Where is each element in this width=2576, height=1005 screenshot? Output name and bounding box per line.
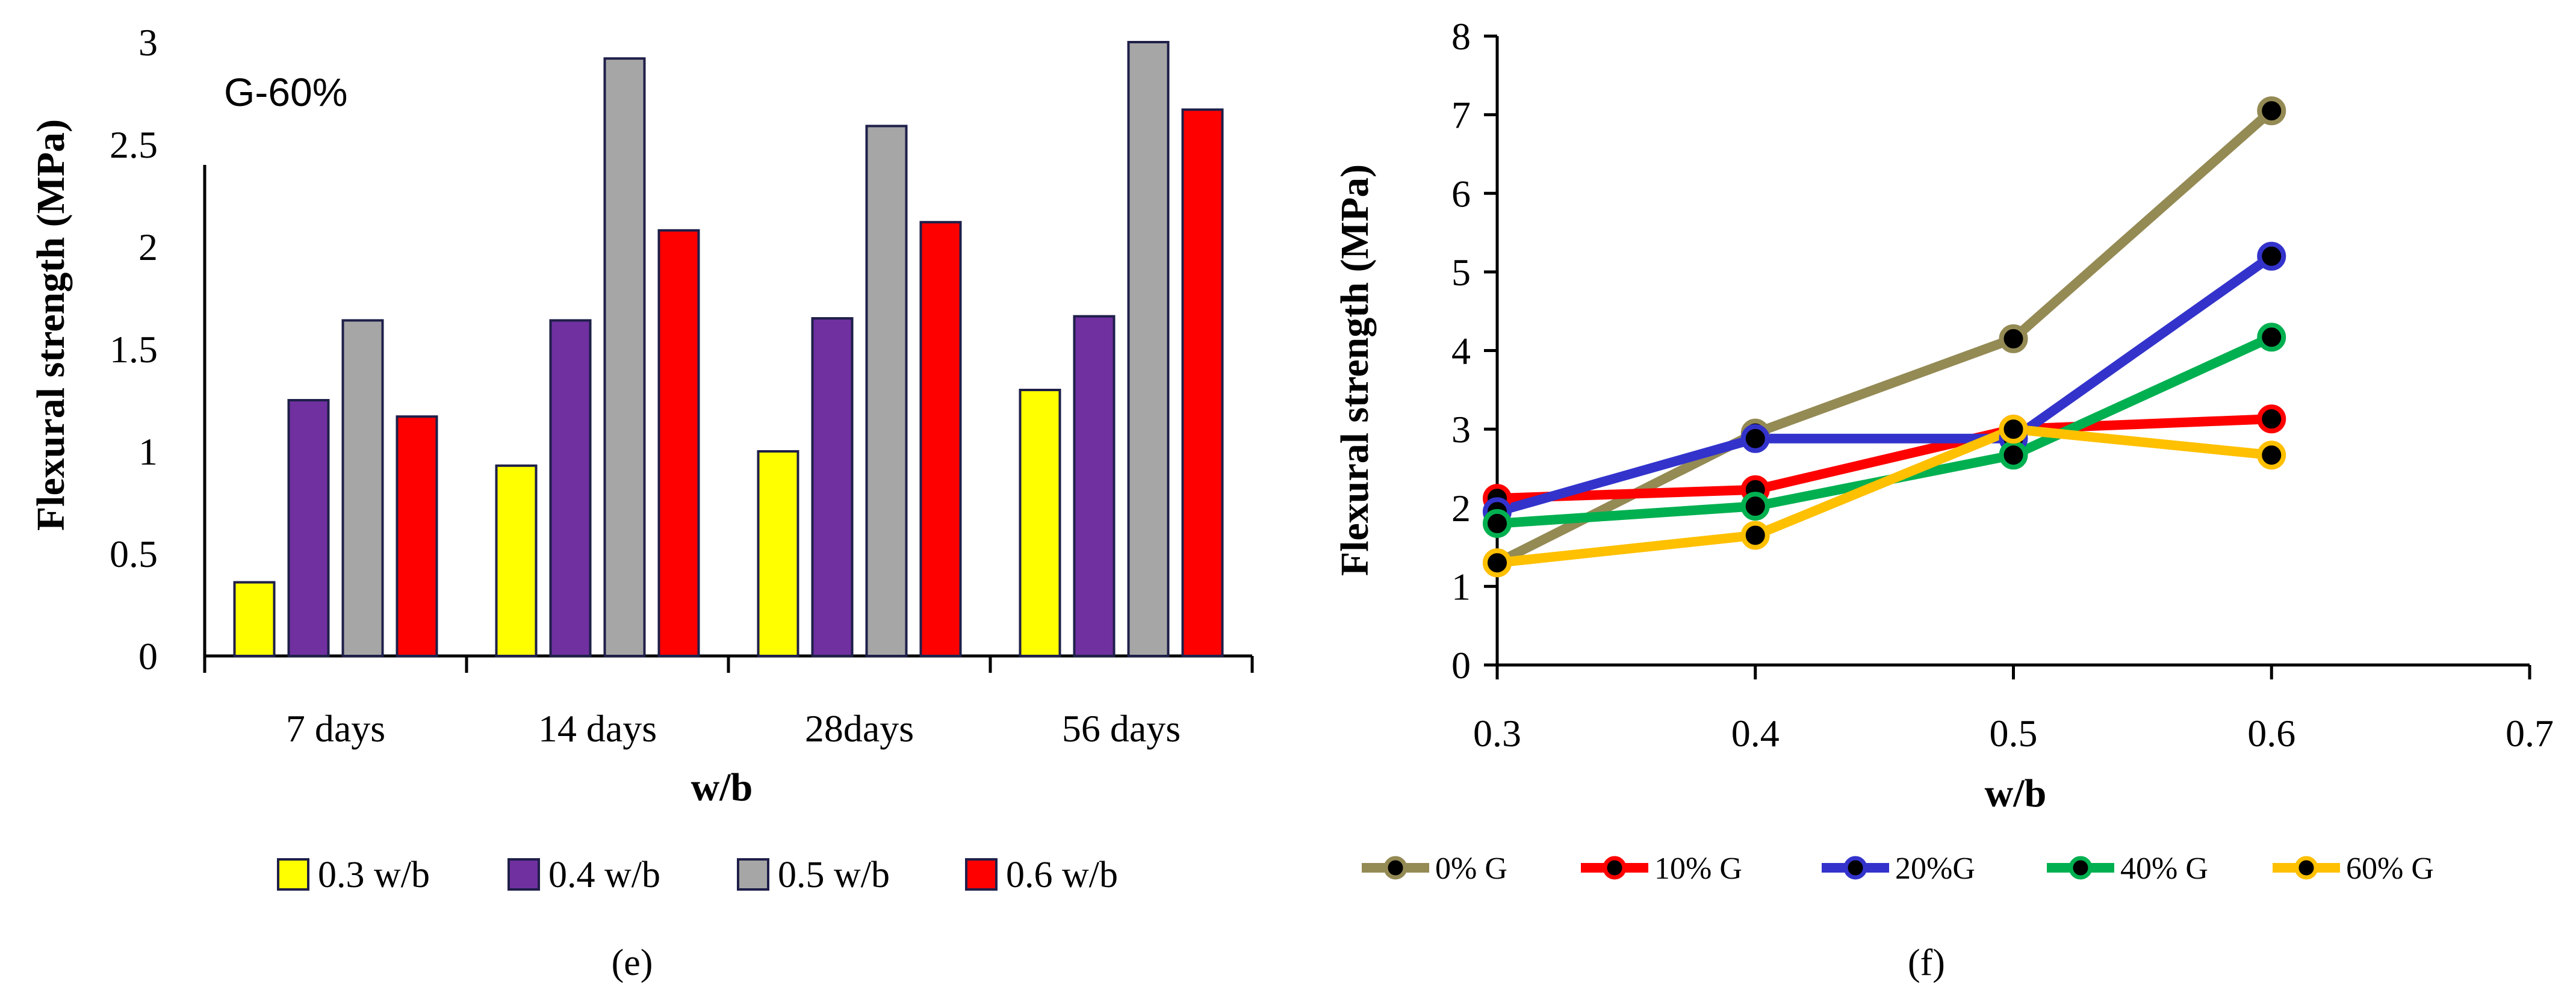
bar-y-tick-label: 0.5 [110,533,158,575]
line-x-tick-label: 0.4 [1731,712,1780,755]
line-legend-label: 0% G [1435,852,1507,886]
bar-legend-label: 0.6 w/b [1006,855,1118,895]
series-point-0-g [2257,96,2286,126]
bar-0-5-w-b-56-days [1127,41,1170,657]
bar-y-tick-label: 0 [138,635,158,678]
bar-0-4-w-b-14-days [549,319,592,657]
bar-y-tick-label: 3 [138,21,158,64]
bar-x-tick-label: 7 days [286,707,385,750]
line-legend-marker [1603,856,1627,880]
bar-legend-swatch [737,858,769,891]
bar-x-tick-label: 14 days [538,707,657,750]
bar-0-4-w-b-28days [811,317,854,657]
series-point-20-g [2257,241,2286,271]
bar-legend-label: 0.4 w/b [548,855,660,895]
line-legend-label: 60% G [2346,852,2434,886]
bar-x-tick-label: 56 days [1062,707,1181,750]
series-point-0-g [1999,324,2028,353]
bar-chart-e: 00.511.522.537 days 14 days 28days 56 days … [29,21,1254,983]
line-y-tick-label: 7 [1451,94,1471,137]
series-line-10-g [1497,414,2272,504]
series-point-10-g [2257,404,2286,434]
line-y-tick-label: 0 [1451,644,1471,687]
series-point-60-g [1999,415,2028,444]
bar-axes: 0 0.5 1 1.5 2 2.5 3 7 days 14 days 28days 56 days [110,21,1254,750]
line-x-tick-label: 0.6 [2247,712,2295,755]
bar-y-tick-label: 1 [138,430,158,473]
bar-0-4-w-b-56-days [1073,315,1116,657]
line-x-axis-label: w/b [1985,772,2047,815]
line-legend-label: 20%G [1895,852,1975,886]
series-point-60-g [2257,441,2286,470]
line-marks [1483,96,2286,578]
bar-0-5-w-b-14-days [603,57,646,657]
bar-0-6-w-b-28days [919,221,962,657]
line-x-tick-label: 0.3 [1473,712,1521,755]
series-point-60-g [1483,548,1512,578]
bar-legend: 0.3 w/b 0.4 w/b 0.5 w/b 0.6 w/b [277,855,1118,895]
series-line-20-g [1495,252,2274,516]
line-legend-marker [2294,856,2318,880]
bar-0-5-w-b-28days [865,125,908,657]
bar-legend-swatch [507,858,540,891]
bar-0-6-w-b-56-days [1181,108,1224,657]
bar-legend-swatch [277,858,309,891]
bar-0-3-w-b-56-days [1019,389,1061,657]
series-line-60-g [1497,424,2273,568]
bar-0-6-w-b-7-days [396,415,438,657]
panel-label-f: (f) [1908,942,1945,983]
bar-legend-swatch [965,858,998,891]
panel-label-e: (e) [612,942,653,983]
bar-y-axis-label: Flexural strength (MPa) [29,119,73,531]
bar-0-3-w-b-14-days [495,464,538,657]
line-legend-label: 40% G [2120,852,2208,886]
line-legend: 0% G 10% G 20%G 40% G 60% G [1362,852,2434,886]
line-y-tick-label: 8 [1451,15,1471,58]
series-point-40-g [2257,323,2286,352]
bar-y-tick-label: 1.5 [110,328,158,371]
bar-legend-label: 0.3 w/b [318,855,430,895]
bar-marks [233,41,1224,657]
line-y-tick-label: 5 [1451,251,1471,294]
line-y-tick-label: 2 [1451,487,1471,530]
bar-0-4-w-b-7-days [287,399,330,657]
line-x-tick-label: 0.7 [2506,712,2554,755]
line-chart-f: 0 1 2 3 4 5 6 7 8 0.3 0.4 0.5 0.6 0.7 Flexural streng… [1333,15,2554,983]
line-legend-label: 10% G [1654,852,1742,886]
line-y-axis-label: Flexural strength (MPa) [1333,164,1377,576]
bar-y-tick-label: 2 [138,226,158,268]
bar-x-axis-label: w/b [691,765,753,809]
line-legend-marker [2069,856,2093,880]
line-legend-marker [1843,856,1867,880]
bar-y-tick-label: 2.5 [110,123,158,166]
bar-annotation: G-60% [224,70,347,114]
line-y-tick-label: 6 [1451,172,1471,215]
series-point-40-g [1740,492,1770,521]
bar-0-3-w-b-7-days [233,581,276,657]
bar-0-6-w-b-14-days [657,229,700,657]
line-y-tick-label: 1 [1451,565,1471,608]
line-y-tick-label: 3 [1451,408,1471,451]
series-point-40-g [1999,441,2028,470]
bar-legend-label: 0.5 w/b [778,855,890,895]
line-x-tick-label: 0.5 [1990,712,2038,755]
line-axes: 0 1 2 3 4 5 6 7 8 0.3 0.4 0.5 0.6 0.7 [1451,15,2554,755]
series-point-60-g [1740,521,1770,550]
line-legend-marker [1383,856,1407,880]
line-y-tick-label: 4 [1451,330,1471,373]
bar-0-3-w-b-28days [757,450,799,657]
series-point-20-g [1740,424,1770,453]
series-point-40-g [1483,509,1512,538]
bar-0-5-w-b-7-days [341,319,384,657]
bar-x-tick-label: 28days [805,707,914,750]
